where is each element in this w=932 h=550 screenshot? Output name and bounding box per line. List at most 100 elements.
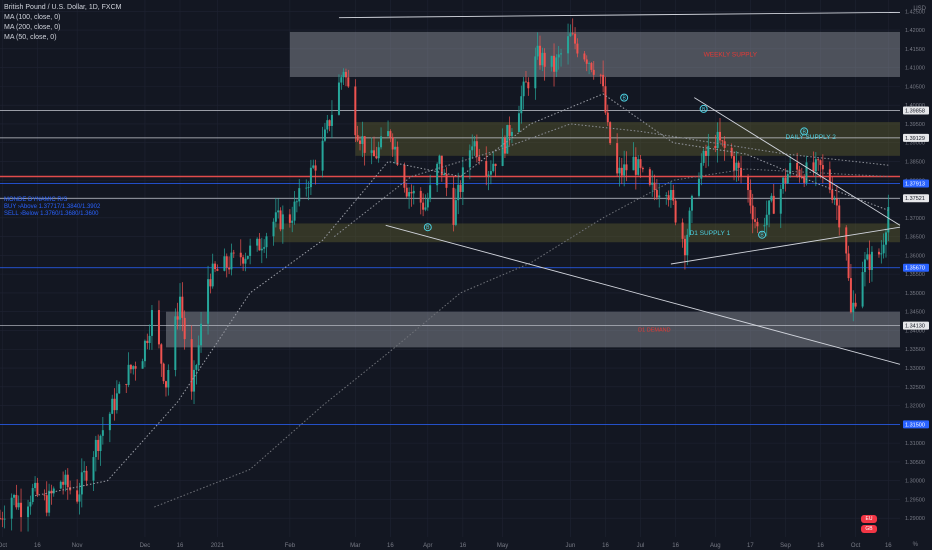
x-tick-label: 2021 [211,543,225,549]
eu-flag-icon[interactable]: EU [861,515,877,523]
candle-body [560,53,563,55]
candle-body [129,364,132,370]
candle-body [195,365,198,370]
candle-body [340,77,343,83]
candle-body [506,125,509,154]
candles [0,18,890,532]
candle-body [443,173,446,176]
candle-body [487,174,490,176]
y-tick-label: 1.32500 [905,385,925,391]
candle-body [632,156,635,171]
candle-body [683,238,686,256]
event-flags: EU GB [861,515,877,535]
candle-body [258,238,261,251]
candle-body [363,136,366,153]
candle-body [634,156,637,175]
indicator-title: MONDE DYNAMIC R/S [4,197,68,203]
candle-body [492,163,495,172]
candle-body [557,54,560,58]
candle-body [111,398,114,414]
candle-body [870,251,873,270]
candle-body [740,167,743,177]
candle-body [391,137,394,150]
x-tick-label: Nov [72,543,83,549]
candle-body [330,114,333,126]
candle-body [721,140,724,142]
candle-body [78,494,81,502]
pattern-marker-label: B [802,129,806,135]
candle-body [861,272,864,307]
candle-body [83,470,86,473]
candle-body [524,81,527,83]
candle-body [59,481,62,489]
candle-body [648,169,651,185]
candle-body [536,45,539,57]
y-tick-label: 1.36500 [905,235,925,241]
trendline [694,97,901,226]
y-tick-label: 1.32000 [905,404,925,410]
candle-body [410,192,413,194]
candle-body [690,195,693,211]
candle-body [539,45,541,66]
candle-body [405,187,408,197]
gb-flag-icon[interactable]: GB [861,525,877,533]
y-tick-label: 1.37000 [905,216,925,222]
candle-body [887,207,890,233]
symbol-title: British Pound / U.S. Dollar, 1D, FXCM [4,4,122,11]
pattern-marker [758,230,767,239]
y-tick-label: 1.40500 [905,84,925,90]
price-tag-box [903,106,929,115]
candle-body [763,225,766,227]
candle-body [686,234,689,256]
candle-body [193,369,196,392]
candle-body [436,163,439,186]
zone-label: DAILY SUPPLY 2 [785,134,836,141]
candle-body [223,256,226,271]
candle-body [847,253,850,279]
candle-body [471,146,474,151]
candle-body [522,81,525,97]
percent-toggle[interactable]: % [912,542,918,548]
candle-body [700,162,703,179]
candle-body [866,254,869,260]
candle-body [501,138,504,166]
candle-body [249,245,252,256]
candle-body [291,220,294,223]
candle-body [17,502,20,508]
candle-body [665,195,668,197]
candle-body [394,146,397,150]
candle-body [494,163,497,166]
candle-body [314,165,317,171]
candle-body [419,190,422,203]
candle-body [323,129,326,141]
moving-average-2 [154,168,889,508]
candle-body [669,189,672,201]
y-tick-label: 1.35000 [905,291,925,297]
candle-body [118,384,121,394]
candle-body [849,278,852,313]
candle-body [225,256,228,268]
candle-body [609,122,612,144]
candle-body [672,189,675,201]
candle-body [747,176,750,191]
candle-body [31,488,34,502]
y-tick-label: 1.34000 [905,328,925,334]
candle-body [779,188,782,214]
candle-body [454,200,457,225]
candle-body [789,162,792,175]
x-tick-label: 16 [460,543,467,549]
candle-body [157,310,160,345]
candle-body [510,131,513,136]
candle-body [373,150,376,157]
pattern-marker-label: B [426,225,430,231]
trendline [385,224,901,365]
candle-body [440,155,443,176]
candle-body [1,518,4,520]
y-tick-label: 1.30000 [905,479,925,485]
x-tick-label: Aug [710,543,721,549]
y-tick-label: 1.40000 [905,103,925,109]
candle-body [183,317,186,340]
candle-body [553,55,556,72]
candle-body [403,164,406,188]
